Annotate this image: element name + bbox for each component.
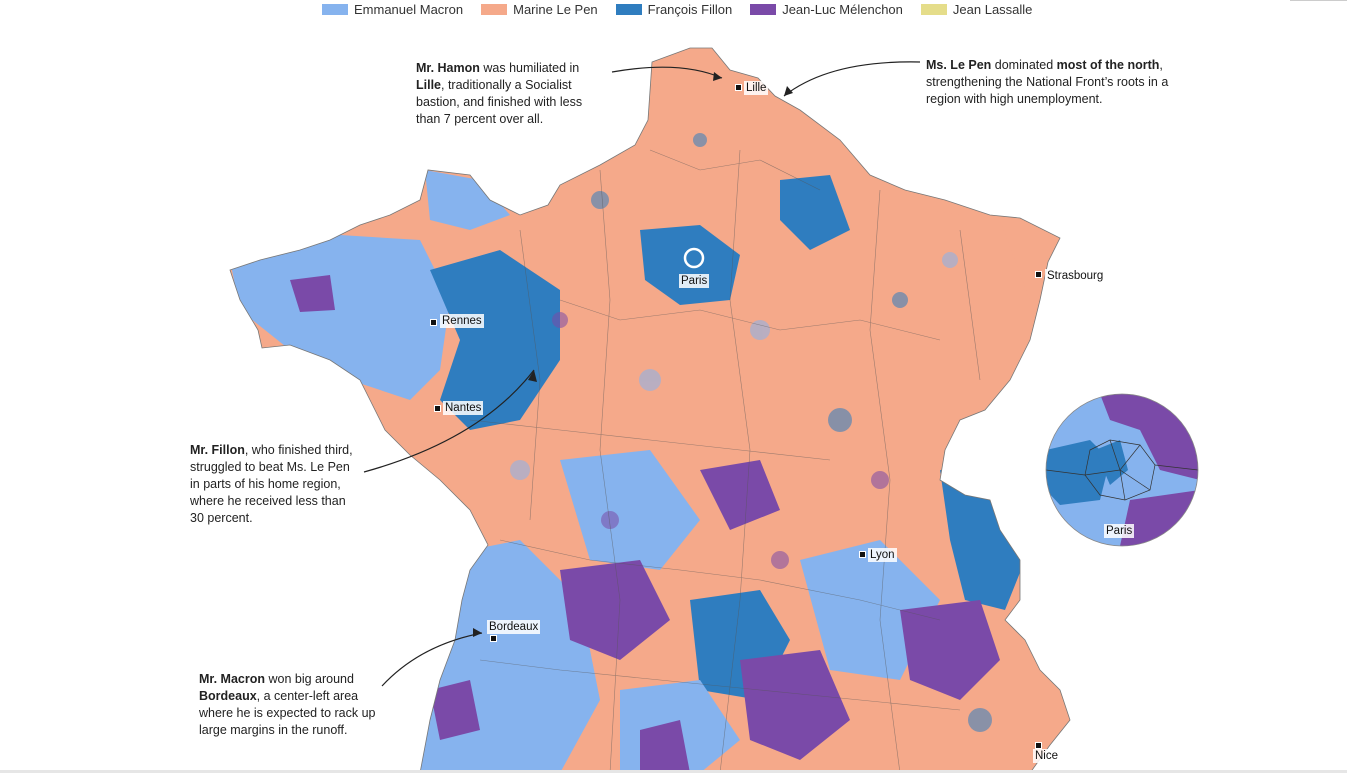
region-melenchon-center <box>700 460 780 530</box>
city-dot-nice <box>1035 742 1042 749</box>
legend-item-lepen: Marine Le Pen <box>481 2 598 17</box>
legend-label: Jean Lassalle <box>952 1 1033 17</box>
annotation-bold: Mr. Fillon <box>190 443 245 457</box>
region-melenchon-sw <box>430 680 480 740</box>
legend-label: Jean-Luc Mélenchon <box>782 1 903 17</box>
legend-swatch-lepen <box>481 3 508 15</box>
region-melenchon-provence <box>900 600 1000 700</box>
city-dot-nantes <box>434 405 441 412</box>
legend-swatch-lassalle <box>920 3 947 15</box>
annotation-arrows <box>363 61 921 687</box>
region-fillon-north <box>780 175 850 250</box>
legend-label: Marine Le Pen <box>513 1 598 17</box>
arrow-heads <box>473 72 793 637</box>
top-rule <box>1290 0 1347 1</box>
inset-fillon-center <box>1095 440 1128 485</box>
annotation-bold: Mr. Hamon <box>416 61 480 75</box>
legend-swatch-melenchon <box>750 3 777 15</box>
city-label-rennes: Rennes <box>440 314 484 328</box>
arrow-lepen <box>783 61 921 97</box>
arrow-fillon <box>363 369 535 473</box>
annotation-text: , strengthening the National Front’s roo… <box>926 58 1169 106</box>
annotation-text: , a center-left area where he is expecte… <box>199 689 376 737</box>
annotation-hamon: Mr. Hamon was humiliated in Lille, tradi… <box>416 60 606 128</box>
annotation-text: won big around <box>265 672 354 686</box>
region-lepen-northeast <box>860 200 1030 360</box>
arrow-hamon <box>611 66 723 79</box>
arrow-macron <box>381 632 483 687</box>
annotation-text: dominated <box>991 58 1057 72</box>
legend-item-fillon: François Fillon <box>615 1 733 17</box>
city-label-paris: Paris <box>679 274 710 288</box>
legend-item-lassalle: Jean Lassalle <box>920 1 1033 17</box>
city-dot-rennes <box>430 319 437 326</box>
region-fillon-west <box>430 250 560 430</box>
map-regions <box>230 133 1030 773</box>
legend-swatch-macron <box>322 3 348 15</box>
annotation-text: , traditionally a Socialist bastion, and… <box>416 78 583 126</box>
city-dot-strasbourg <box>1035 271 1042 278</box>
region-melenchon-brittany <box>290 275 335 312</box>
legend-item-melenchon: Jean-Luc Mélenchon <box>750 2 903 17</box>
city-label-lille: Lille <box>744 81 769 95</box>
city-dot-lyon <box>859 551 866 558</box>
paris-inset <box>1045 393 1199 547</box>
city-label-nice: Nice <box>1033 749 1061 763</box>
city-label-lyon: Lyon <box>868 548 897 562</box>
legend: Emmanuel Macron Marine Le Pen François F… <box>322 0 1032 18</box>
region-macron-normandy <box>425 170 510 230</box>
legend-item-macron: Emmanuel Macron <box>322 2 463 17</box>
city-label-nantes: Nantes <box>443 401 484 415</box>
annotation-text: , who finished third, struggled to beat … <box>190 443 353 525</box>
region-melenchon-roussillon <box>640 720 690 773</box>
inset-borders <box>1046 439 1198 501</box>
annotation-lepen: Ms. Le Pen dominated most of the north, … <box>926 57 1191 108</box>
annotation-fillon: Mr. Fillon, who finished third, struggle… <box>190 442 360 527</box>
annotation-bold: Mr. Macron <box>199 672 265 686</box>
city-dot-lille <box>735 84 742 91</box>
city-label-bordeaux: Bordeaux <box>487 620 541 634</box>
city-dot-bordeaux <box>490 635 497 642</box>
inset-fillon <box>1046 440 1110 505</box>
region-macron-center <box>560 450 700 570</box>
annotation-bold: Lille <box>416 78 442 92</box>
city-label-paris-inset: Paris <box>1104 524 1135 538</box>
region-fillon-east <box>940 470 1025 610</box>
legend-label: Emmanuel Macron <box>354 1 464 17</box>
map-texture <box>510 133 1008 732</box>
region-melenchon-massif <box>560 560 670 660</box>
annotation-bold: Bordeaux <box>199 689 257 703</box>
city-label-strasbourg: Strasbourg <box>1045 269 1106 283</box>
legend-swatch-fillon <box>615 3 642 15</box>
annotation-text: was humiliated in <box>479 61 580 75</box>
annotation-bold: Ms. Le Pen <box>926 58 992 72</box>
region-melenchon-south <box>740 650 850 760</box>
paris-marker <box>683 247 705 269</box>
annotation-bold: most of the north <box>1056 58 1160 72</box>
annotation-macron: Mr. Macron won big around Bordeaux, a ce… <box>199 671 377 739</box>
department-borders <box>469 149 981 773</box>
region-macron-brittany <box>230 235 450 400</box>
bottom-rule <box>0 770 1347 773</box>
legend-label: François Fillon <box>647 1 733 17</box>
